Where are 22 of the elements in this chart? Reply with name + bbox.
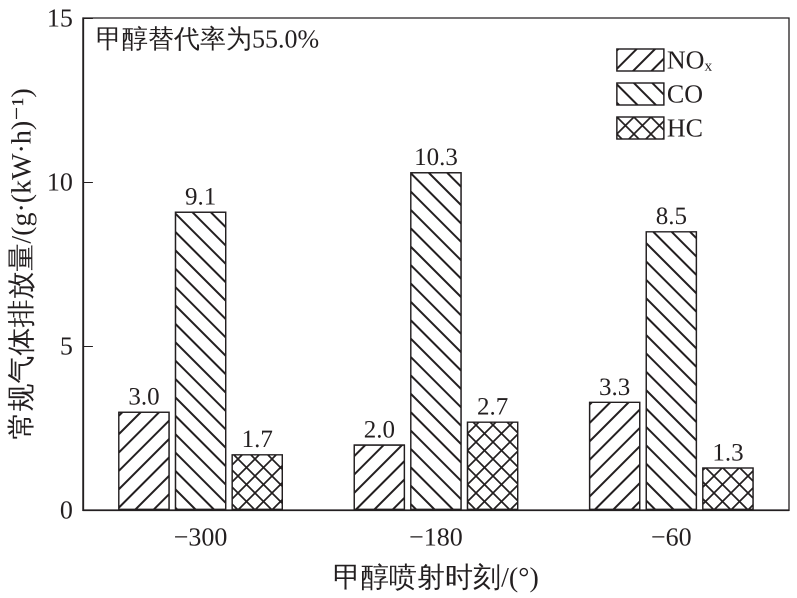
- data-label: 1.7: [242, 426, 273, 454]
- y-tick-label: 15: [46, 4, 73, 32]
- data-label: 9.1: [184, 184, 216, 211]
- x-tick-label: −60: [650, 522, 692, 552]
- legend-label: NOₓ: [666, 46, 712, 74]
- y-tick-label: 10: [46, 168, 73, 196]
- x-axis-title: 甲醇喷射时刻/(°): [333, 562, 539, 594]
- annotation: 甲醇替代率为55.0%: [96, 24, 320, 54]
- y-tick-label: 0: [60, 496, 73, 524]
- data-label: 3.0: [128, 384, 160, 411]
- data-label: 10.3: [414, 144, 458, 172]
- x-tick-label: −180: [409, 522, 463, 552]
- data-label: 3.3: [599, 374, 630, 401]
- data-label: 2.0: [364, 416, 395, 444]
- x-tick-label: −300: [174, 522, 228, 552]
- y-axis-title: 常规气体排放量/(g·(kW·h)⁻¹): [6, 88, 38, 440]
- y-tick-label: 5: [60, 332, 73, 360]
- data-label: 8.5: [656, 203, 687, 230]
- legend-label: HC: [666, 114, 704, 142]
- legend-label: CO: [666, 80, 704, 108]
- data-label: 2.7: [476, 393, 508, 420]
- data-label: 1.3: [712, 439, 744, 466]
